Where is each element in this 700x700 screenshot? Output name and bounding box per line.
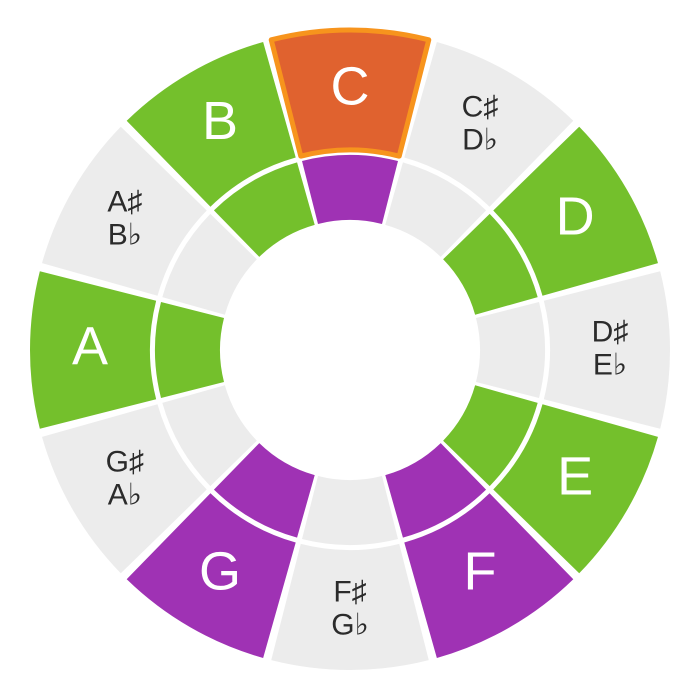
outer-seg-label-10: A♯B♭ (107, 185, 142, 251)
outer-seg-label-1: C♯D♭ (462, 90, 499, 156)
outer-seg-label-8: G♯A♭ (106, 445, 144, 511)
outer-seg-label-3: D♯E♭ (592, 315, 629, 381)
outer-seg-label-0: C (331, 56, 370, 116)
outer-seg-label-9: A (72, 316, 108, 376)
inner-seg-6 (302, 476, 398, 545)
outer-seg-label-6: F♯G♭ (331, 575, 369, 641)
outer-seg-label-5: F (464, 541, 497, 601)
outer-seg-label-4: E (557, 446, 593, 506)
outer-seg-label-11: B (202, 91, 238, 151)
inner-seg-0 (302, 155, 398, 224)
inner-seg-3 (476, 302, 545, 398)
outer-seg-label-2: D (556, 186, 595, 246)
note-ring-chart: C♯D♭ D D♯E♭ EF F♯G♭ G G♯A♭ A A♯B♭ B C (0, 0, 700, 700)
inner-seg-9 (155, 302, 224, 398)
outer-seg-label-7: G (199, 541, 241, 601)
